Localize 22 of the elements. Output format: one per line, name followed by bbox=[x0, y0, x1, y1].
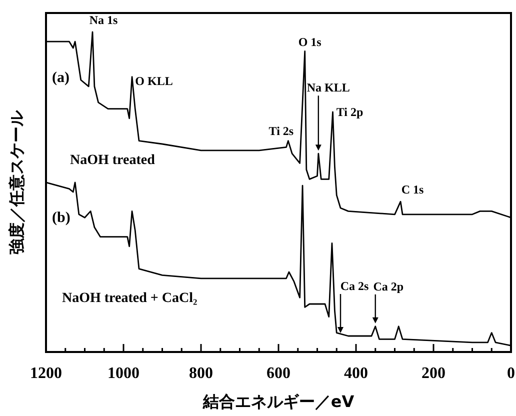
annotation: C 1s bbox=[401, 182, 424, 197]
x-tick-label: 1000 bbox=[108, 365, 140, 382]
x-axis-title: 結合エネルギー／eV bbox=[202, 392, 355, 411]
y-axis-title: 強度／任意スケール bbox=[7, 110, 26, 254]
annotation: Na KLL bbox=[306, 80, 350, 95]
series-label: NaOH treated + CaCl₂ bbox=[62, 291, 198, 306]
annotation: Na 1s bbox=[89, 13, 118, 27]
annotation: Ca 2p bbox=[373, 279, 404, 294]
annotation: O 1s bbox=[298, 35, 322, 50]
series-label: NaOH treated bbox=[70, 153, 156, 168]
x-tick-label: 0 bbox=[507, 365, 515, 382]
annotation: Ti 2s bbox=[268, 124, 294, 138]
x-tick-label: 800 bbox=[189, 365, 213, 382]
x-tick-label: 600 bbox=[266, 365, 290, 382]
annotation: (a) bbox=[52, 70, 70, 86]
x-tick-label: 200 bbox=[422, 365, 446, 382]
annotation: Ti 2p bbox=[336, 105, 364, 119]
annotation: Ca 2s bbox=[340, 279, 369, 293]
annotation: O KLL bbox=[135, 74, 173, 88]
x-tick-label: 1200 bbox=[30, 365, 62, 382]
x-tick-label: 400 bbox=[344, 365, 368, 382]
annotation: (b) bbox=[52, 210, 70, 226]
